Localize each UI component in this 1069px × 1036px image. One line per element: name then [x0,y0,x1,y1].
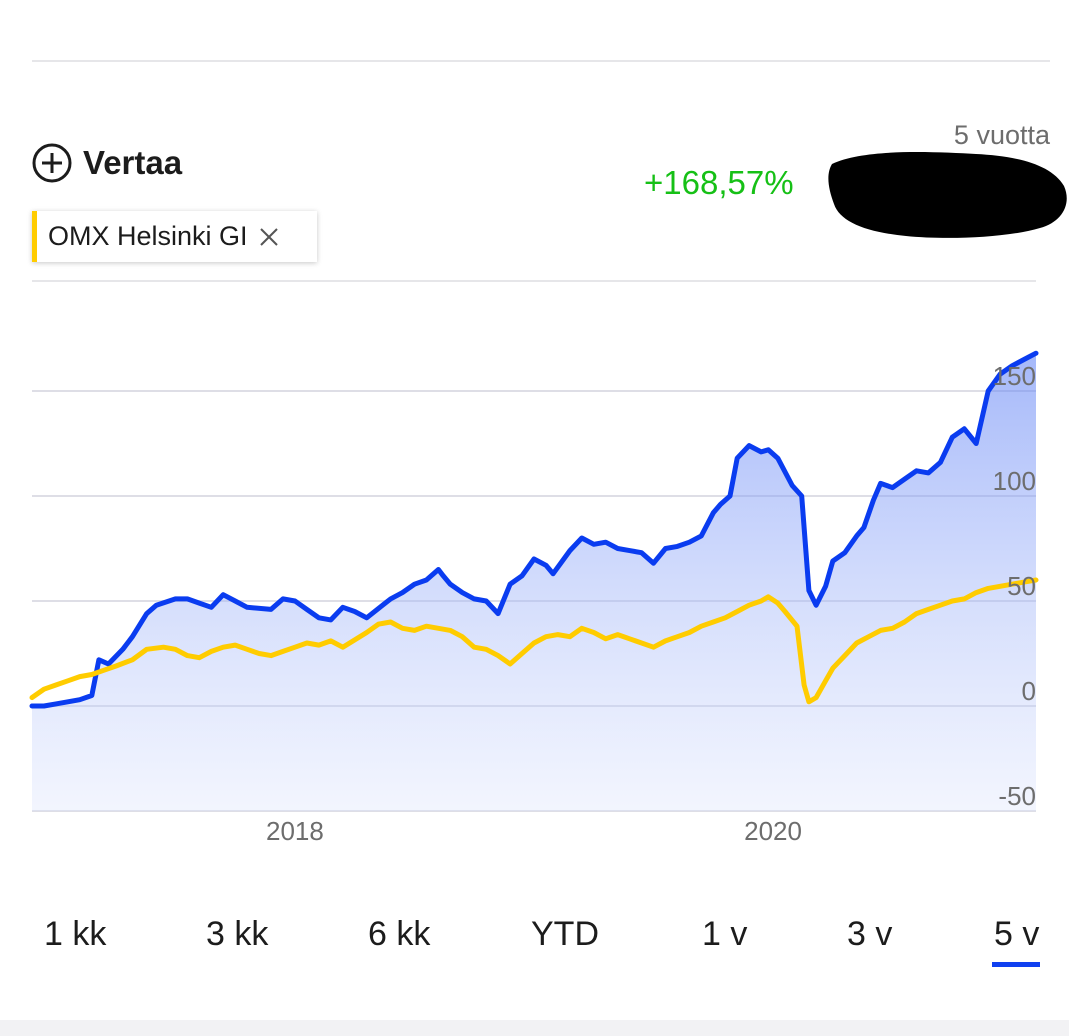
y-tick-label: 100 [993,466,1036,496]
tab-3kk[interactable]: 3 kk [206,915,269,953]
tab-1v[interactable]: 1 v [702,915,748,953]
y-tick-label: 50 [1007,571,1036,601]
x-tick-label: 2018 [266,816,324,846]
y-tick-label: 0 [1022,676,1036,706]
close-icon[interactable] [257,225,281,249]
change-value: +168,57% [644,164,794,201]
top-divider [32,60,1050,62]
active-tab-indicator [992,962,1040,967]
period-tabs: 1 kk 3 kk 6 kk YTD 1 v 3 v 5 v [0,915,1069,975]
period-label: 5 vuotta [953,120,1050,150]
footer-strip [0,1020,1069,1036]
plus-circle-icon [32,143,72,183]
series-1-line [29,577,1039,705]
redaction-scribble [828,152,1067,238]
y-tick-label: -50 [998,781,1036,811]
tab-1kk[interactable]: 1 kk [44,915,107,953]
series-0-line [29,350,1039,709]
tab-6kk[interactable]: 6 kk [368,915,431,953]
tab-5v[interactable]: 5 v [994,915,1040,953]
x-tick-label: 2020 [744,816,802,846]
y-tick-label: 150 [993,361,1036,391]
comparison-chip: OMX Helsinki GI [32,211,317,262]
chart-top-divider [32,280,1036,282]
tab-ytd[interactable]: YTD [531,915,599,953]
compare-label: Vertaa [83,144,183,181]
chip-name: OMX Helsinki GI [48,221,248,251]
tab-3v[interactable]: 3 v [847,915,893,953]
compare-button[interactable]: Vertaa [32,143,182,183]
performance-chart: 150 100 50 0 -50 2018 2020 [29,350,1039,846]
series-0-area [32,353,1036,811]
chip-color-bar [32,211,37,262]
